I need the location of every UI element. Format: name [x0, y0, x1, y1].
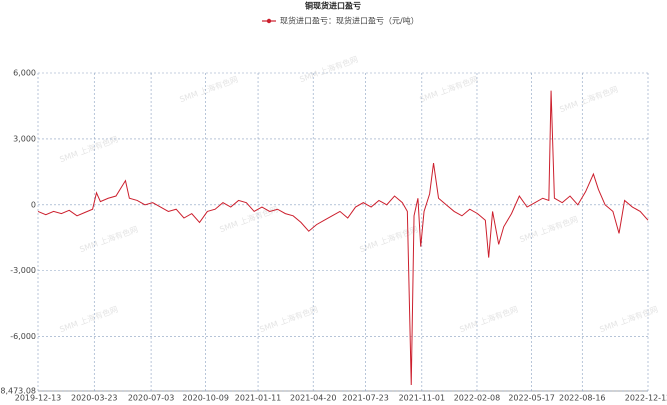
x-tick-label: 2021-04-20 — [290, 394, 337, 403]
y-tick-label: -3,000 — [10, 266, 36, 275]
x-tick-label: 2022-12-12 — [625, 394, 667, 403]
watermark: SMM 上海有色网 — [298, 54, 359, 84]
line — [37, 90, 649, 386]
chart-title: 铜现货进口盈亏 — [305, 1, 361, 11]
watermark: SMM 上海有色网 — [418, 74, 479, 104]
x-tick-label: 2019-12-13 — [15, 394, 62, 403]
watermark: SMM 上海有色网 — [58, 304, 119, 334]
watermark: SMM 上海有色网 — [258, 304, 319, 334]
watermark: SMM 上海有色网 — [358, 224, 419, 254]
x-tick-label: 2022-02-08 — [454, 394, 501, 403]
x-tick-label: 2020-10-09 — [182, 394, 229, 403]
watermark: SMM 上海有色网 — [558, 84, 619, 114]
x-tick-label: 2022-05-17 — [508, 394, 555, 403]
x-tick-label: 2021-07-23 — [342, 394, 389, 403]
x-tick-label: 2022-08-16 — [559, 394, 606, 403]
x-tick-label: 2021-01-11 — [235, 394, 282, 403]
watermark: SMM 上海有色网 — [178, 74, 239, 104]
y-tick-label: -6,000 — [10, 332, 36, 341]
legend-label: 现货进口盈亏：现货进口盈亏（元/吨） — [280, 16, 419, 26]
watermark: SMM 上海有色网 — [458, 304, 519, 334]
watermark: SMM 上海有色网 — [598, 304, 659, 334]
watermark: SMM 上海有色网 — [78, 224, 139, 254]
x-tick-label: 2020-07-03 — [128, 394, 175, 403]
watermark: SMM 上海有色网 — [218, 204, 279, 234]
y-tick-label: 0 — [31, 200, 36, 209]
legend-marker — [266, 18, 272, 24]
watermark: SMM 上海有色网 — [518, 214, 579, 244]
x-tick-label: 2021-11-01 — [399, 394, 446, 403]
x-tick-label: 2020-03-23 — [71, 394, 118, 403]
watermark: SMM 上海有色网 — [58, 134, 119, 164]
y-tick-label: 3,000 — [13, 134, 36, 143]
y-tick-label: 6,000 — [13, 69, 36, 78]
y-tick-label: -8,473.08 — [0, 387, 36, 396]
